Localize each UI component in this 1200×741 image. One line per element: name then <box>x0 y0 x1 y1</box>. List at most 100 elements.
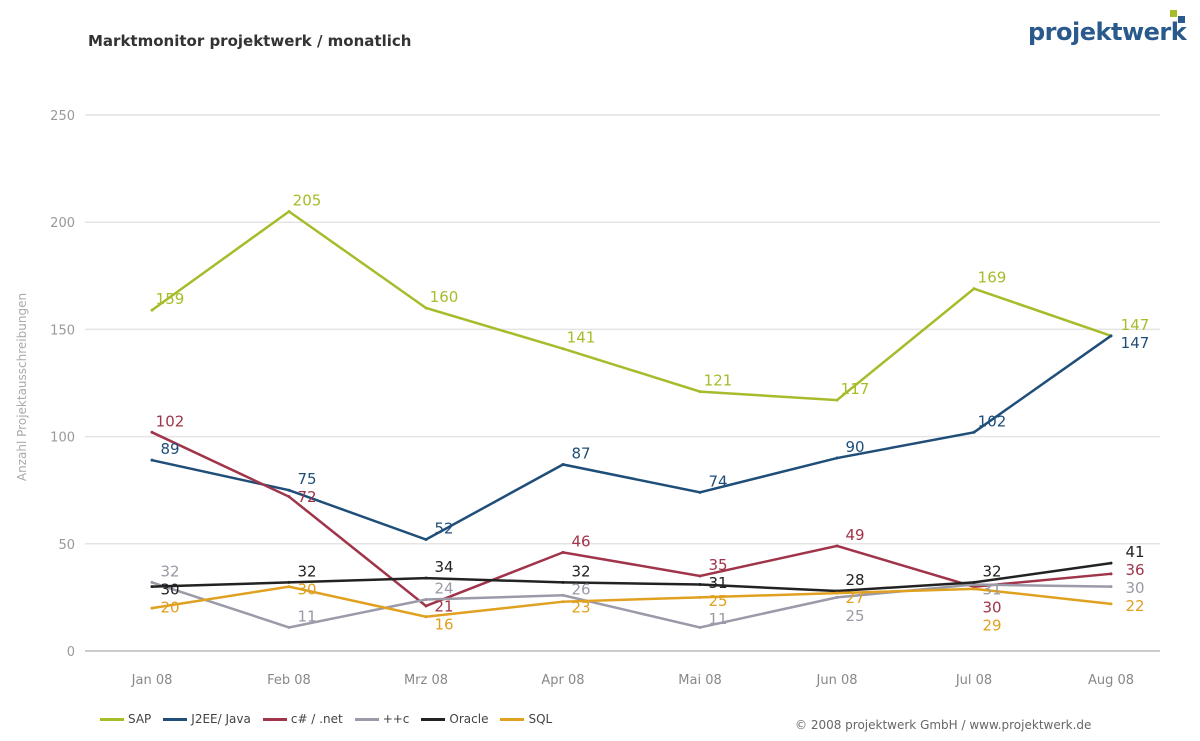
data-point <box>835 398 839 402</box>
data-point <box>972 287 976 291</box>
data-point <box>698 625 702 629</box>
data-label: 32 <box>571 562 590 580</box>
legend-item: c# / .net <box>262 712 343 726</box>
legend-label: J2EE/ Java <box>191 712 251 726</box>
data-point <box>972 580 976 584</box>
series-line-4 <box>151 561 1112 593</box>
data-point <box>835 595 839 599</box>
legend-label: SQL <box>528 712 553 726</box>
logo-dot <box>1178 16 1185 23</box>
data-label: 74 <box>708 472 727 490</box>
data-point <box>1109 585 1113 589</box>
data-label: 11 <box>297 607 316 625</box>
legend-swatch <box>500 717 525 721</box>
y-tick-label: 100 <box>50 431 75 446</box>
data-label: 90 <box>845 438 864 456</box>
data-label: 32 <box>982 562 1001 580</box>
data-point <box>1109 602 1113 606</box>
legend-swatch <box>262 717 287 721</box>
y-tick-label: 250 <box>50 109 75 124</box>
data-point <box>972 585 976 589</box>
data-point <box>972 583 976 587</box>
series-line-2 <box>151 431 1112 608</box>
data-point <box>698 583 702 587</box>
data-point <box>287 625 291 629</box>
data-point <box>424 604 428 608</box>
legend-item: J2EE/ Java <box>163 712 251 726</box>
data-label: 25 <box>708 592 727 610</box>
data-label: 26 <box>571 580 590 598</box>
data-point <box>150 308 154 312</box>
data-label: 41 <box>1125 543 1144 561</box>
data-point <box>835 589 839 593</box>
data-point <box>561 550 565 554</box>
data-label: 24 <box>434 580 453 598</box>
data-point <box>561 347 565 351</box>
data-label: 11 <box>708 610 727 628</box>
data-point <box>424 538 428 542</box>
data-label: 30 <box>982 598 1001 616</box>
data-label: 49 <box>845 526 864 544</box>
data-point <box>835 544 839 548</box>
data-point <box>424 598 428 602</box>
data-label: 147 <box>1121 316 1150 334</box>
projektwerk-logo: projektwerk <box>1028 10 1187 46</box>
data-label: 31 <box>708 574 727 592</box>
data-point <box>561 462 565 466</box>
copyright: © 2008 projektwerk GmbH / www.projektwer… <box>795 718 1092 732</box>
chart-title: Marktmonitor projektwerk / monatlich <box>88 32 412 50</box>
logo-text: projektwerk <box>1028 18 1187 46</box>
data-point <box>150 606 154 610</box>
data-label: 147 <box>1121 334 1150 352</box>
data-label: 22 <box>1125 597 1144 615</box>
data-point <box>698 595 702 599</box>
legend-label: Oracle <box>449 712 489 726</box>
x-tick-label: Jun 08 <box>816 673 858 688</box>
data-point <box>287 585 291 589</box>
series-line-0 <box>151 209 1112 402</box>
legend-swatch <box>163 717 188 721</box>
data-label: 169 <box>978 269 1007 287</box>
x-tick-label: Aug 08 <box>1088 673 1134 688</box>
data-label: 205 <box>293 191 322 209</box>
x-tick-label: Apr 08 <box>541 673 584 688</box>
data-point <box>150 430 154 434</box>
data-point <box>835 456 839 460</box>
y-tick-label: 0 <box>67 645 75 660</box>
series-line-5 <box>151 585 1112 618</box>
data-point <box>150 580 154 584</box>
data-label: 117 <box>841 380 870 398</box>
data-label: 89 <box>160 440 179 458</box>
legend-label: c# / .net <box>290 712 343 726</box>
data-point <box>698 490 702 494</box>
data-label: 23 <box>571 598 590 616</box>
data-point <box>287 580 291 584</box>
data-point <box>287 495 291 499</box>
data-label: 29 <box>982 616 1001 634</box>
legend: SAP J2EE/ Java c# / .net ++c Oracle SQL <box>100 712 552 726</box>
data-label: 75 <box>297 470 316 488</box>
legend-label: SAP <box>128 712 152 726</box>
x-tick-label: Mai 08 <box>678 673 721 688</box>
data-point <box>561 593 565 597</box>
data-label: 28 <box>845 571 864 589</box>
data-label: 30 <box>1125 579 1144 597</box>
legend-label: ++c <box>382 712 410 726</box>
data-point <box>698 390 702 394</box>
legend-item: SQL <box>500 712 552 726</box>
data-label: 36 <box>1125 561 1144 579</box>
data-label: 32 <box>160 562 179 580</box>
data-point <box>561 600 565 604</box>
data-label: 102 <box>156 412 185 430</box>
data-point <box>150 458 154 462</box>
legend-item: Oracle <box>421 712 488 726</box>
data-label: 25 <box>845 607 864 625</box>
logo-dot <box>1170 10 1177 17</box>
legend-item: SAP <box>100 712 151 726</box>
data-label: 27 <box>845 589 864 607</box>
data-point <box>972 430 976 434</box>
x-tick-label: Jul 08 <box>955 673 992 688</box>
data-point <box>835 591 839 595</box>
data-label: 87 <box>571 444 590 462</box>
